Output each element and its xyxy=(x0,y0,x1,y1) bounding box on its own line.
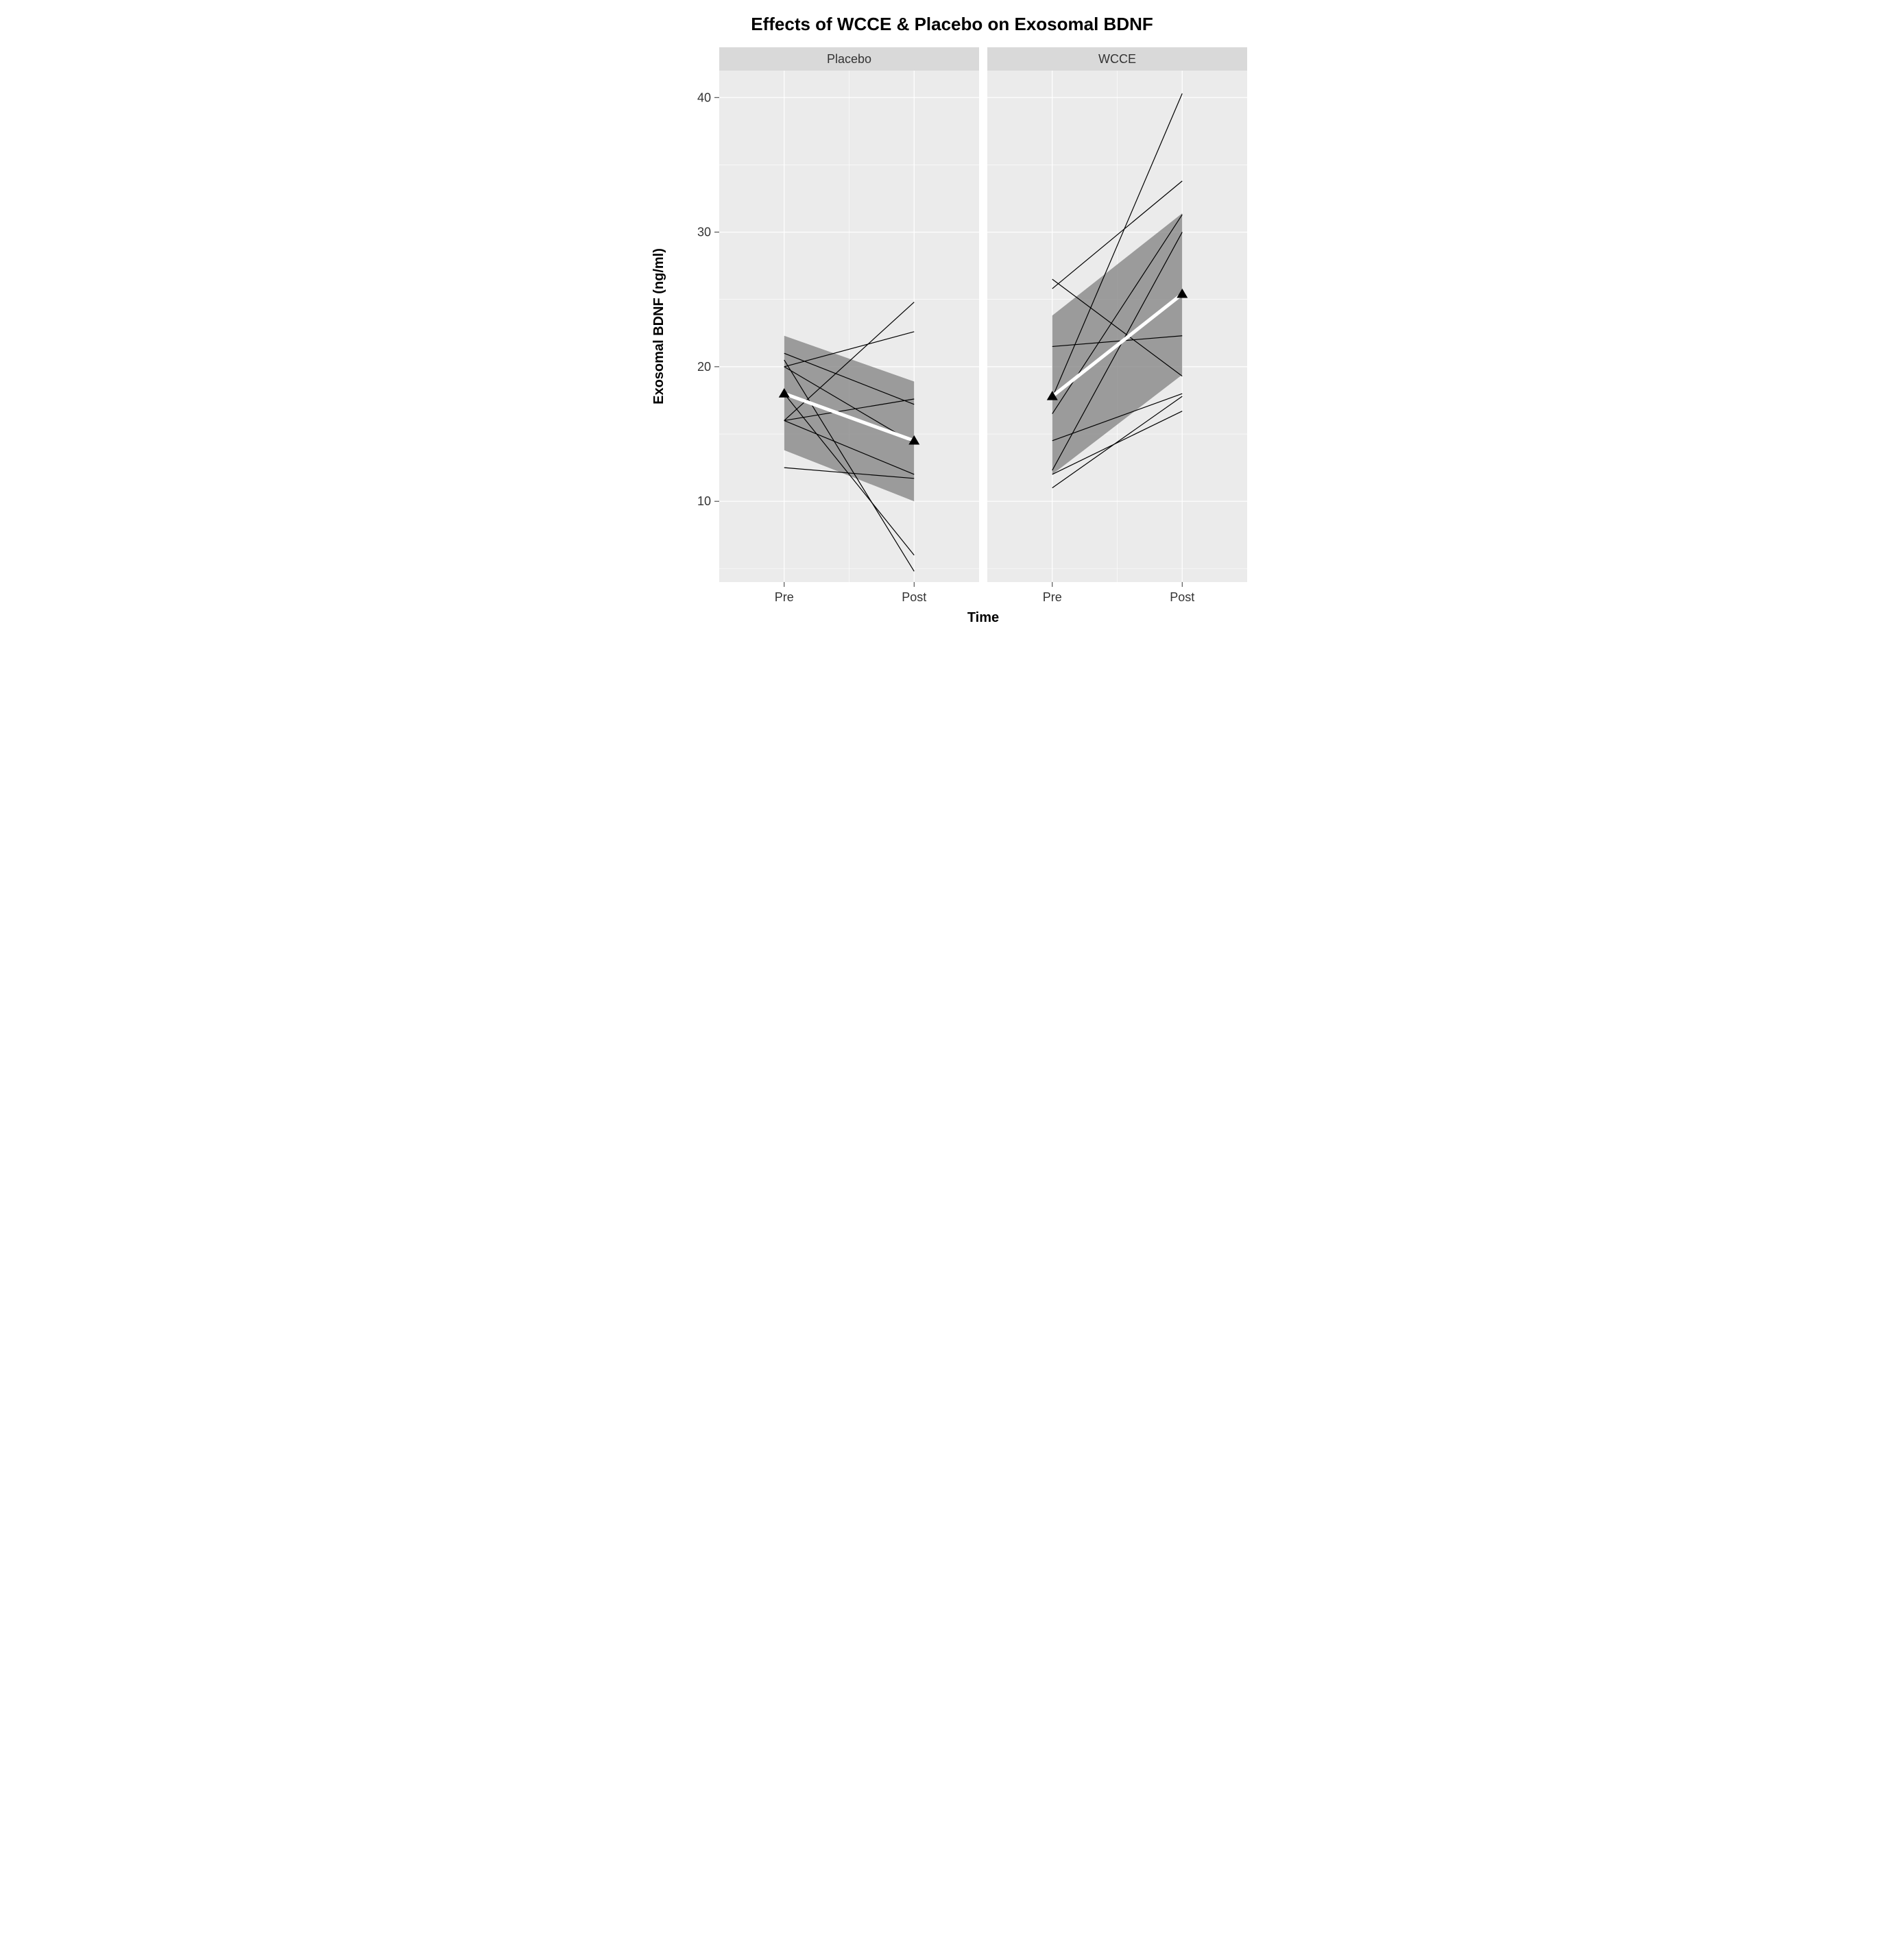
chart-svg: Exosomal BDNF (ng/ml) Time Placebo Pre Post W… xyxy=(644,40,1261,630)
y-axis-label: Exosomal BDNF (ng/ml) xyxy=(651,248,666,404)
facet-label: WCCE xyxy=(1098,52,1136,66)
x-tick-label: Pre xyxy=(1042,590,1061,604)
x-tick-label: Post xyxy=(902,590,926,604)
x-axis-label: Time xyxy=(967,610,998,625)
y-tick-label: 30 xyxy=(697,226,710,239)
x-tick-label: Pre xyxy=(774,590,793,604)
y-tick-label: 10 xyxy=(697,494,710,508)
chart-container: Effects of WCCE & Placebo on Exosomal BD… xyxy=(644,14,1261,630)
y-tick-label: 40 xyxy=(697,90,710,104)
facet-label: Placebo xyxy=(826,52,871,66)
x-tick-label: Post xyxy=(1170,590,1194,604)
y-tick-label: 20 xyxy=(697,360,710,374)
chart-title: Effects of WCCE & Placebo on Exosomal BD… xyxy=(644,14,1261,35)
